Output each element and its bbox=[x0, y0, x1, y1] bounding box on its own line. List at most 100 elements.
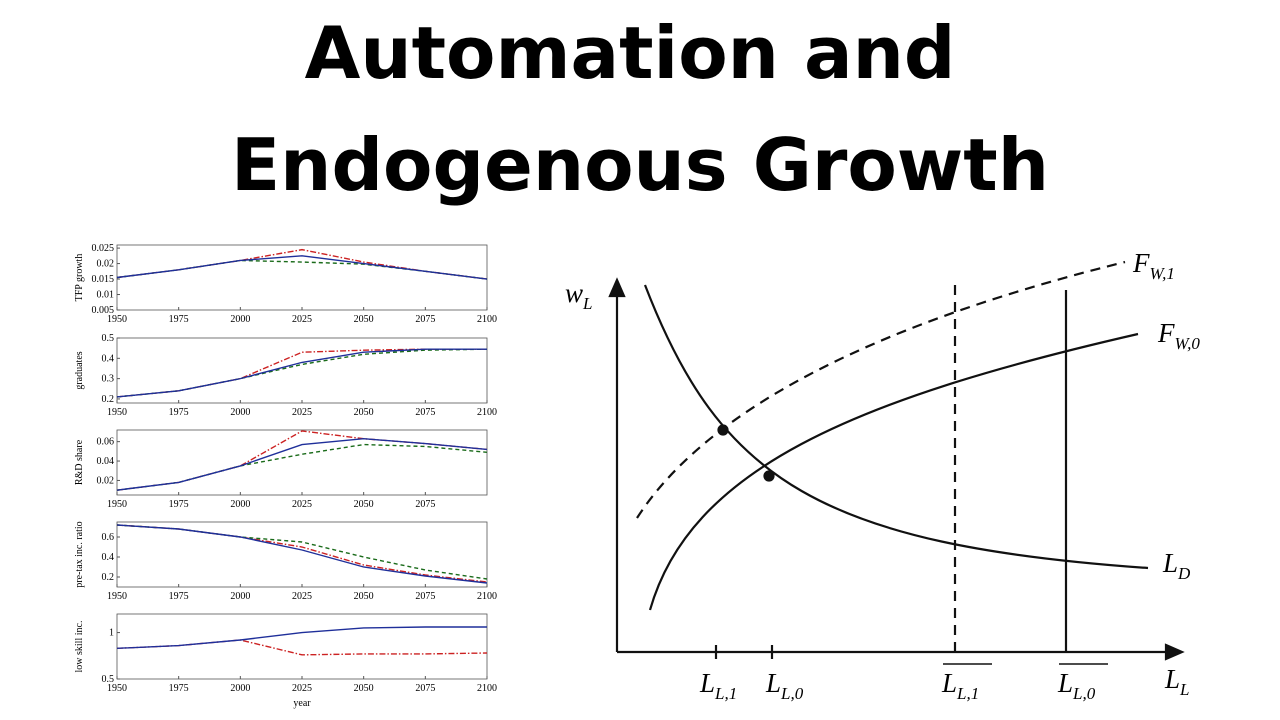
series-line bbox=[116, 255, 488, 280]
y-axis-label: graduates bbox=[74, 351, 85, 389]
x-tick-label: 1975 bbox=[169, 499, 189, 510]
x-tick-label: 2075 bbox=[415, 591, 435, 602]
label-base: F bbox=[1132, 248, 1150, 278]
equilibrium bbox=[717, 424, 729, 436]
series-line bbox=[116, 524, 488, 580]
y-tick-label: 0.2 bbox=[102, 572, 115, 583]
x-tick-label: 2050 bbox=[354, 314, 374, 325]
x-tick-label: 1975 bbox=[169, 591, 189, 602]
diagram-label: wL bbox=[565, 278, 592, 313]
label-base: L bbox=[1162, 548, 1178, 578]
label-base: w bbox=[565, 278, 583, 308]
curve-ld bbox=[643, 284, 1149, 570]
diagram-label: LL,0 bbox=[765, 668, 804, 703]
x-tick-label: 2025 bbox=[292, 314, 312, 325]
y-tick-label: 0.2 bbox=[102, 394, 115, 405]
diagram bbox=[608, 260, 1185, 665]
x-tick-label: 2050 bbox=[354, 407, 374, 418]
plot-frame bbox=[116, 429, 488, 496]
plot-frame bbox=[116, 244, 488, 311]
x-tick-label: 2075 bbox=[415, 683, 435, 694]
x-tick-label: 1950 bbox=[107, 314, 127, 325]
y-tick-label: 0.3 bbox=[102, 374, 115, 385]
series-line bbox=[116, 438, 488, 491]
x-tick-label: 2025 bbox=[292, 499, 312, 510]
label-base: F bbox=[1157, 318, 1175, 348]
series-line bbox=[116, 248, 488, 280]
x-tick-label: 2000 bbox=[230, 683, 250, 694]
curve-fw0 bbox=[648, 332, 1139, 611]
x-tick-label: 1975 bbox=[169, 683, 189, 694]
x-tick-label: 2025 bbox=[292, 407, 312, 418]
series-line bbox=[116, 348, 487, 398]
x-tick-label: 2100 bbox=[477, 314, 497, 325]
y-tick-label: 0.02 bbox=[97, 475, 115, 486]
x-tick-label: 1950 bbox=[107, 407, 127, 418]
x-tick-label: 1950 bbox=[107, 591, 127, 602]
series-line bbox=[116, 259, 488, 280]
series-line bbox=[116, 348, 487, 398]
diagram-label: FW,0 bbox=[1157, 318, 1200, 353]
y-tick-label: 0.6 bbox=[102, 532, 115, 543]
y-tick-label: 0.02 bbox=[97, 259, 115, 270]
y-tick-label: 0.015 bbox=[92, 274, 115, 285]
charts: 1950 1975 2000 2025 2050 2075 2100 0.005 0.01 0.0… bbox=[74, 243, 497, 709]
title-line: Automation and bbox=[305, 11, 956, 95]
x-axis-label: year bbox=[293, 698, 311, 709]
series-line bbox=[116, 524, 488, 583]
series-line bbox=[116, 626, 487, 650]
x-tick-label: 1950 bbox=[107, 683, 127, 694]
label-sub: L,0 bbox=[780, 684, 804, 703]
label-sub: W,1 bbox=[1150, 264, 1175, 283]
x-tick-label: 2050 bbox=[354, 499, 374, 510]
label-sub: L,1 bbox=[714, 684, 737, 703]
y-tick-label: 0.5 bbox=[102, 333, 115, 344]
series-line bbox=[116, 348, 488, 398]
label-base: L bbox=[1057, 668, 1073, 698]
x-tick-label: 2075 bbox=[415, 499, 435, 510]
label-sub: L bbox=[1179, 680, 1189, 699]
x-tick-label: 2050 bbox=[354, 683, 374, 694]
diagram-label: LL,1 bbox=[699, 668, 737, 703]
x-tick-label: 2000 bbox=[230, 591, 250, 602]
y-tick-label: 0.04 bbox=[97, 456, 115, 467]
x-tick-label: 2025 bbox=[292, 683, 312, 694]
x-tick-label: 2000 bbox=[230, 314, 250, 325]
label-base: L bbox=[765, 668, 781, 698]
diagram-label: LL,1 bbox=[941, 668, 979, 703]
title-line: Endogenous Growth bbox=[231, 123, 1049, 207]
y-tick-label: 0.4 bbox=[102, 353, 115, 364]
x-tick-label: 2000 bbox=[230, 499, 250, 510]
series-line bbox=[116, 524, 488, 584]
y-axis-label: pre-tax inc. ratio bbox=[74, 521, 85, 587]
label-sub: L,1 bbox=[956, 684, 979, 703]
y-axis-label: R&D share bbox=[74, 439, 85, 485]
diagram-label: LD bbox=[1162, 548, 1191, 583]
label-base: L bbox=[941, 668, 957, 698]
diagram-label: LL bbox=[1164, 664, 1190, 699]
y-tick-label: 0.01 bbox=[97, 290, 115, 301]
arrow bbox=[1164, 643, 1185, 661]
diagram-label: FW,1 bbox=[1132, 248, 1175, 283]
label-base: L bbox=[1164, 664, 1180, 694]
series-line bbox=[116, 430, 488, 491]
arrow bbox=[608, 277, 626, 298]
series-line bbox=[116, 639, 488, 656]
plot-frame bbox=[116, 337, 488, 404]
diagram-label: LL,0 bbox=[1057, 668, 1096, 703]
label-sub: D bbox=[1177, 564, 1191, 583]
label-sub: L,0 bbox=[1072, 684, 1096, 703]
x-tick-label: 1975 bbox=[169, 314, 189, 325]
x-tick-label: 1975 bbox=[169, 407, 189, 418]
y-tick-label: 0.5 bbox=[102, 674, 115, 685]
equilibrium bbox=[763, 470, 775, 482]
y-tick-label: 0.4 bbox=[102, 552, 115, 563]
y-tick-label: 1 bbox=[109, 628, 114, 639]
label-base: L bbox=[699, 668, 715, 698]
y-tick-label: 0.06 bbox=[97, 437, 115, 448]
label-sub: W,0 bbox=[1175, 334, 1201, 353]
x-tick-label: 2100 bbox=[477, 407, 497, 418]
x-tick-label: 2100 bbox=[477, 591, 497, 602]
y-axis-label: TFP growth bbox=[74, 254, 85, 302]
